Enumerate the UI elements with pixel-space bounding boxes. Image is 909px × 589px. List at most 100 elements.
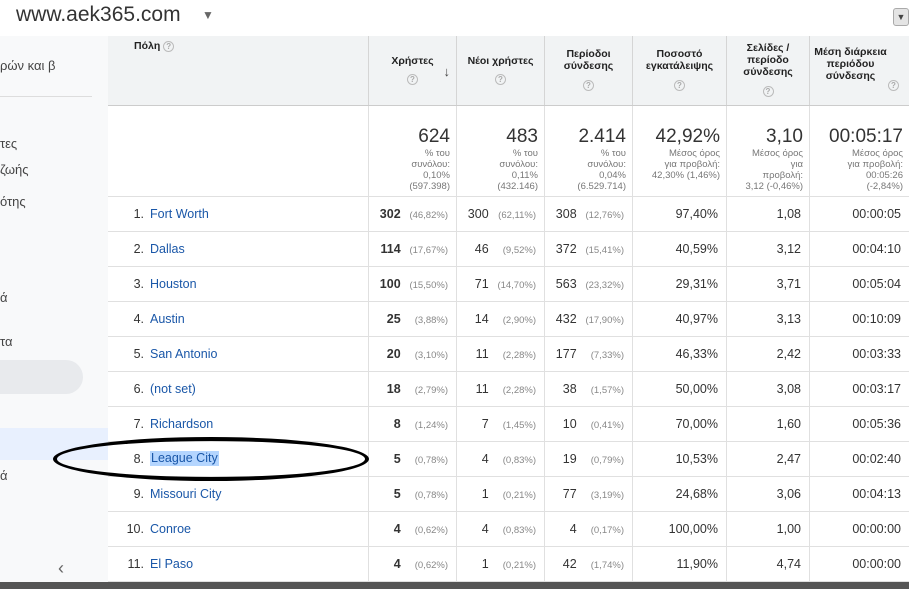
pages-per-session-cell: 3,08 [727, 372, 810, 406]
city-link[interactable]: Missouri City [150, 487, 222, 501]
help-icon[interactable]: ? [888, 80, 899, 92]
users-percent: (0,78%) [414, 490, 448, 501]
new-users-cell: 1 (0,21%) [457, 547, 545, 581]
avg-duration-cell: 00:04:13 [810, 477, 909, 511]
sidebar-active-item[interactable] [0, 428, 108, 460]
users-value: 18 [386, 382, 401, 396]
help-icon[interactable]: ? [495, 74, 506, 86]
total-note: 0,10% [423, 170, 450, 181]
total-sessions: 2.414 % του συνόλου: 0,04% (6.529.714) [545, 106, 633, 196]
help-icon[interactable]: ? [163, 40, 175, 52]
city-link[interactable]: (not set) [150, 382, 196, 396]
column-header-bounce-rate[interactable]: Ποσοστό εγκατάλειψης ? [633, 36, 727, 105]
caret-down-icon[interactable]: ▼ [202, 8, 214, 22]
city-link[interactable]: Richardson [150, 417, 214, 431]
pages-per-session-value: 4,74 [776, 557, 801, 571]
new-users-percent: (14,70%) [497, 280, 536, 291]
new-users-percent: (0,83%) [502, 525, 536, 536]
column-header-city[interactable]: Πόλη ? [108, 36, 369, 105]
chevron-down-icon[interactable]: ▼ [893, 8, 909, 26]
column-label: Σελίδες / περίοδο σύνδεσης [743, 42, 793, 78]
avg-duration-cell: 00:00:00 [810, 547, 909, 581]
column-header-avg-duration[interactable]: Μέση διάρκεια περιόδου σύνδεσης ? [810, 36, 909, 105]
new-users-cell: 300 (62,11%) [457, 197, 545, 231]
sessions-cell: 563 (23,32%) [545, 267, 633, 301]
city-link[interactable]: Austin [150, 312, 185, 326]
avg-duration-value: 00:02:40 [852, 452, 901, 466]
avg-duration-value: 00:04:13 [852, 487, 901, 501]
new-users-value: 1 [481, 487, 489, 501]
city-cell: 9. Missouri City [108, 477, 369, 511]
city-link[interactable]: Dallas [150, 242, 185, 256]
city-link[interactable]: San Antonio [150, 347, 218, 361]
new-users-value: 300 [467, 207, 489, 221]
table-row: 4. Austin 25 (3,88%) 14 (2,90%) 432 (17,… [108, 302, 909, 337]
sessions-value: 177 [555, 347, 577, 361]
bounce-rate-value: 70,00% [675, 417, 718, 431]
chevron-left-icon[interactable]: ‹ [58, 558, 64, 578]
pages-per-session-cell: 3,71 [727, 267, 810, 301]
sidebar-search-fragment[interactable]: ρών και β [0, 58, 56, 73]
table-row: 1. Fort Worth 302 (46,82%) 300 (62,11%) … [108, 197, 909, 232]
total-note: (6.529.714) [577, 181, 626, 192]
pages-per-session-cell: 2,42 [727, 337, 810, 371]
pages-per-session-value: 3,06 [776, 487, 801, 501]
sessions-percent: (15,41%) [585, 245, 624, 256]
sidebar-selected-pill[interactable] [0, 360, 83, 394]
table-row: 10. Conroe 4 (0,62%) 4 (0,83%) 4 (0,17%)… [108, 512, 909, 547]
avg-duration-cell: 00:04:10 [810, 232, 909, 266]
total-note: 00:05:26 [866, 170, 903, 181]
city-link[interactable]: League City [150, 451, 219, 466]
total-note: συνόλου: [411, 159, 450, 170]
site-selector[interactable]: www.aek365.com [16, 3, 181, 26]
total-note: (597.398) [409, 181, 450, 192]
sidebar-item[interactable]: ότης [0, 194, 26, 209]
new-users-percent: (1,45%) [502, 420, 536, 431]
sidebar-item[interactable]: ζωής [0, 162, 29, 177]
city-link[interactable]: El Paso [150, 557, 194, 571]
sidebar-item[interactable]: ά [0, 468, 8, 483]
sessions-cell: 308 (12,76%) [545, 197, 633, 231]
pages-per-session-value: 1,60 [776, 417, 801, 431]
help-icon[interactable]: ? [762, 86, 774, 98]
sessions-cell: 177 (7,33%) [545, 337, 633, 371]
column-header-users[interactable]: Χρήστες ↓ ? [369, 36, 457, 105]
column-header-pages-per-session[interactable]: Σελίδες / περίοδο σύνδεσης ? [727, 36, 810, 105]
bounce-rate-cell: 24,68% [633, 477, 727, 511]
row-index: 3. [133, 277, 144, 291]
sidebar-item[interactable]: τα [0, 334, 13, 349]
bounce-rate-cell: 97,40% [633, 197, 727, 231]
help-icon[interactable]: ? [674, 80, 685, 92]
total-avg-duration: 00:05:17 Μέσος όρος για προβολή: 00:05:2… [810, 106, 909, 196]
row-index: 2. [133, 242, 144, 256]
sessions-value: 38 [562, 382, 577, 396]
total-bounce-rate: 42,92% Μέσος όρος για προβολή: 42,30% (1… [633, 106, 727, 196]
users-value: 4 [393, 557, 401, 571]
avg-duration-cell: 00:03:33 [810, 337, 909, 371]
bounce-rate-cell: 11,90% [633, 547, 727, 581]
city-link[interactable]: Houston [150, 277, 197, 291]
total-note: προβολή: [762, 170, 803, 181]
city-link[interactable]: Fort Worth [150, 207, 209, 221]
users-cell: 5 (0,78%) [369, 442, 457, 476]
sort-arrow-down-icon[interactable]: ↓ [443, 64, 451, 79]
column-header-sessions[interactable]: Περίοδοι σύνδεσης ? [545, 36, 633, 105]
users-value: 302 [379, 207, 401, 221]
avg-duration-value: 00:04:10 [852, 242, 901, 256]
column-header-new-users[interactable]: Νέοι χρήστες ? [457, 36, 545, 105]
row-index: 4. [133, 312, 144, 326]
table-row: 11. El Paso 4 (0,62%) 1 (0,21%) 42 (1,74… [108, 547, 909, 582]
users-cell: 8 (1,24%) [369, 407, 457, 441]
sidebar-item[interactable]: ά [0, 290, 8, 305]
pages-per-session-cell: 3,12 [727, 232, 810, 266]
total-users: 624 % του συνόλου: 0,10% (597.398) [369, 106, 457, 196]
city-link[interactable]: Conroe [150, 522, 191, 536]
help-icon[interactable]: ? [407, 74, 418, 86]
users-value: 5 [393, 452, 401, 466]
help-icon[interactable]: ? [583, 80, 594, 92]
pages-per-session-cell: 4,74 [727, 547, 810, 581]
total-value: 624 [418, 126, 450, 147]
table-row: 6. (not set) 18 (2,79%) 11 (2,28%) 38 (1… [108, 372, 909, 407]
sessions-percent: (0,41%) [590, 420, 624, 431]
sidebar-item[interactable]: τες [0, 136, 18, 151]
